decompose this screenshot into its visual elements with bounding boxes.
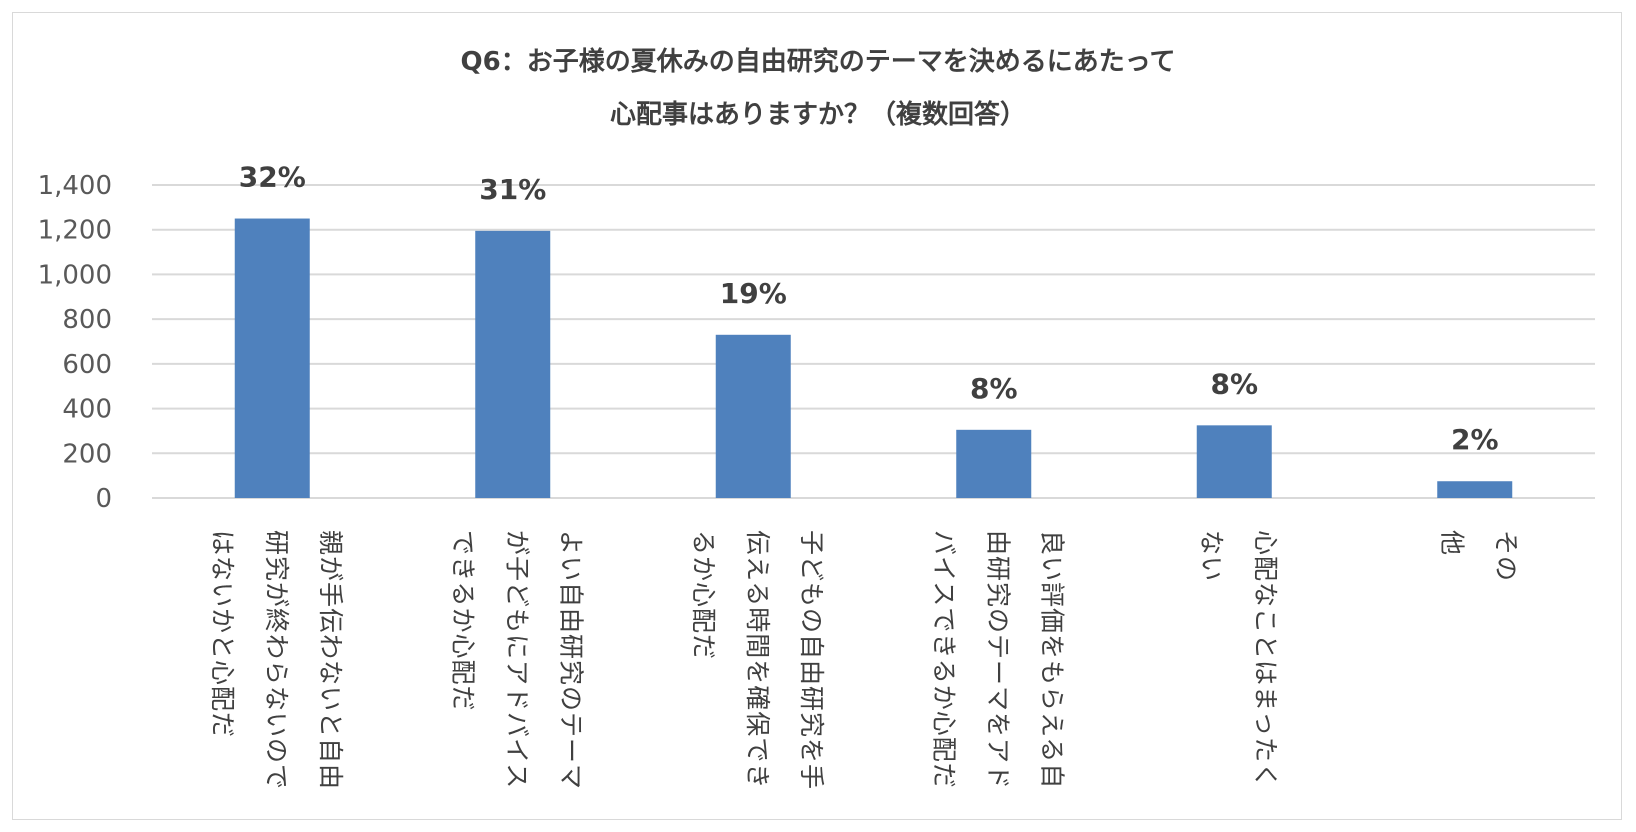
bar [1196, 425, 1272, 498]
category-label-line: その [1491, 530, 1520, 582]
bar [715, 334, 791, 498]
category-label-line: 心配なことはまったく [1251, 530, 1280, 789]
category-label-line: 他 [1437, 530, 1466, 556]
y-axis-ticks: 0 200 400 600 800 1,000 1,200 1,400 [38, 171, 112, 514]
data-label: 31% [479, 173, 546, 206]
category-label-line: るか心配だ [689, 530, 718, 660]
category-label-line: ない [1197, 530, 1226, 582]
y-tick-label: 1,000 [38, 260, 112, 290]
category-label-line: 由研究のテーマをアド [983, 530, 1012, 790]
category-label-line: 伝える時間を確保でき [743, 530, 772, 789]
data-label: 2% [1451, 423, 1499, 456]
y-tick-label: 0 [95, 484, 112, 514]
data-label: 32% [239, 161, 306, 194]
category-label-line: 良い評価をもらえる自 [1037, 530, 1066, 789]
category-label: その他 [1437, 530, 1520, 582]
chart-subtitle: 心配事はありますか？（複数回答） [610, 99, 1026, 130]
y-tick-label: 800 [62, 305, 112, 335]
bars [234, 218, 1513, 499]
data-label: 8% [970, 372, 1018, 405]
category-label-line: が子どもにアドバイス [502, 530, 531, 789]
category-label-line: できるか心配だ [448, 530, 477, 712]
category-label-line: よい自由研究のテーマ [556, 530, 585, 790]
data-labels: 32% 31% 19% 8% 8% 2% [239, 161, 1499, 457]
category-label-line: はないかと心配だ [208, 530, 237, 738]
bar [1437, 481, 1513, 498]
bar [234, 218, 310, 499]
data-label: 8% [1210, 367, 1258, 400]
y-tick-label: 1,400 [38, 171, 112, 201]
bar [475, 230, 551, 498]
chart-title: Q6：お子様の夏休みの自由研究のテーマを決めるにあたって [461, 46, 1176, 77]
category-label-line: バイスできるか心配だ [929, 530, 958, 789]
category-label-line: 子どもの自由研究を手 [797, 530, 826, 790]
category-label-line: 研究が終わらないので [262, 530, 291, 790]
category-label-line: 親が手伝わないと自由 [316, 530, 345, 790]
y-tick-label: 600 [62, 350, 112, 380]
bar [956, 429, 1032, 498]
y-tick-label: 400 [62, 395, 112, 425]
y-tick-label: 200 [62, 439, 112, 469]
data-label: 19% [720, 277, 787, 310]
y-tick-label: 1,200 [38, 216, 112, 246]
gridlines [152, 184, 1595, 499]
